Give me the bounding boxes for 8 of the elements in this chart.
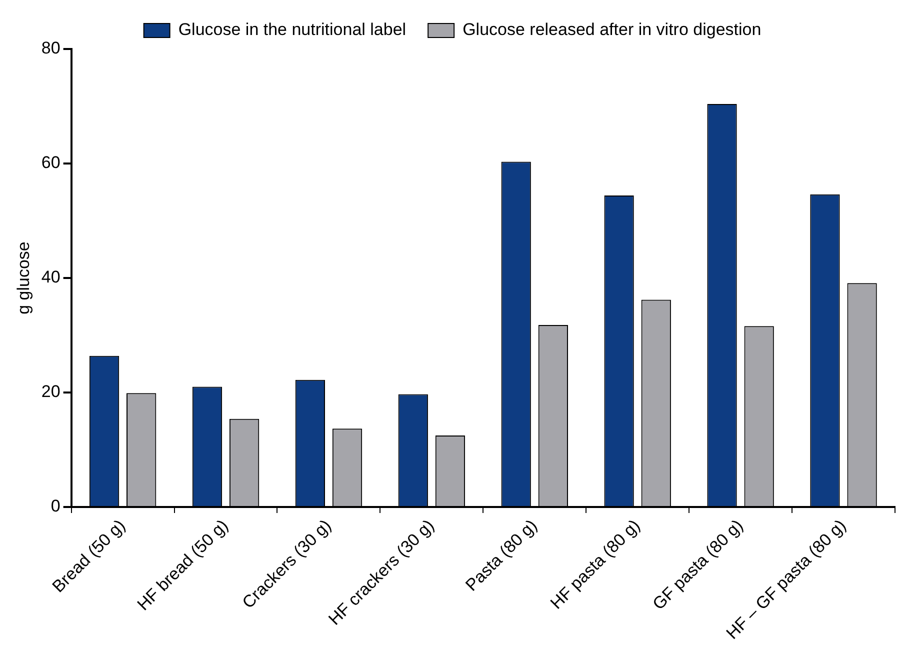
y-tick-label: 60 [41, 153, 60, 172]
legend-label: Glucose released after in vitro digestion [462, 20, 762, 40]
legend-label: Glucose in the nutritional label [178, 20, 406, 40]
y-tick-label: 80 [41, 38, 60, 58]
y-tick-label: 0 [50, 496, 60, 516]
y-tick-label: 20 [41, 382, 60, 402]
y-axis-title: g glucose [14, 242, 33, 314]
y-tick-label: 40 [41, 268, 60, 287]
